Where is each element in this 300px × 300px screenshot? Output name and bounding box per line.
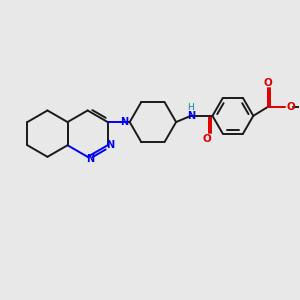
Text: N: N xyxy=(187,111,195,121)
Text: N: N xyxy=(120,117,128,127)
Text: O: O xyxy=(203,134,212,144)
Text: H: H xyxy=(188,103,194,112)
Text: O: O xyxy=(286,102,296,112)
Text: O: O xyxy=(264,78,273,88)
Text: N: N xyxy=(106,140,114,150)
Text: N: N xyxy=(86,154,94,164)
